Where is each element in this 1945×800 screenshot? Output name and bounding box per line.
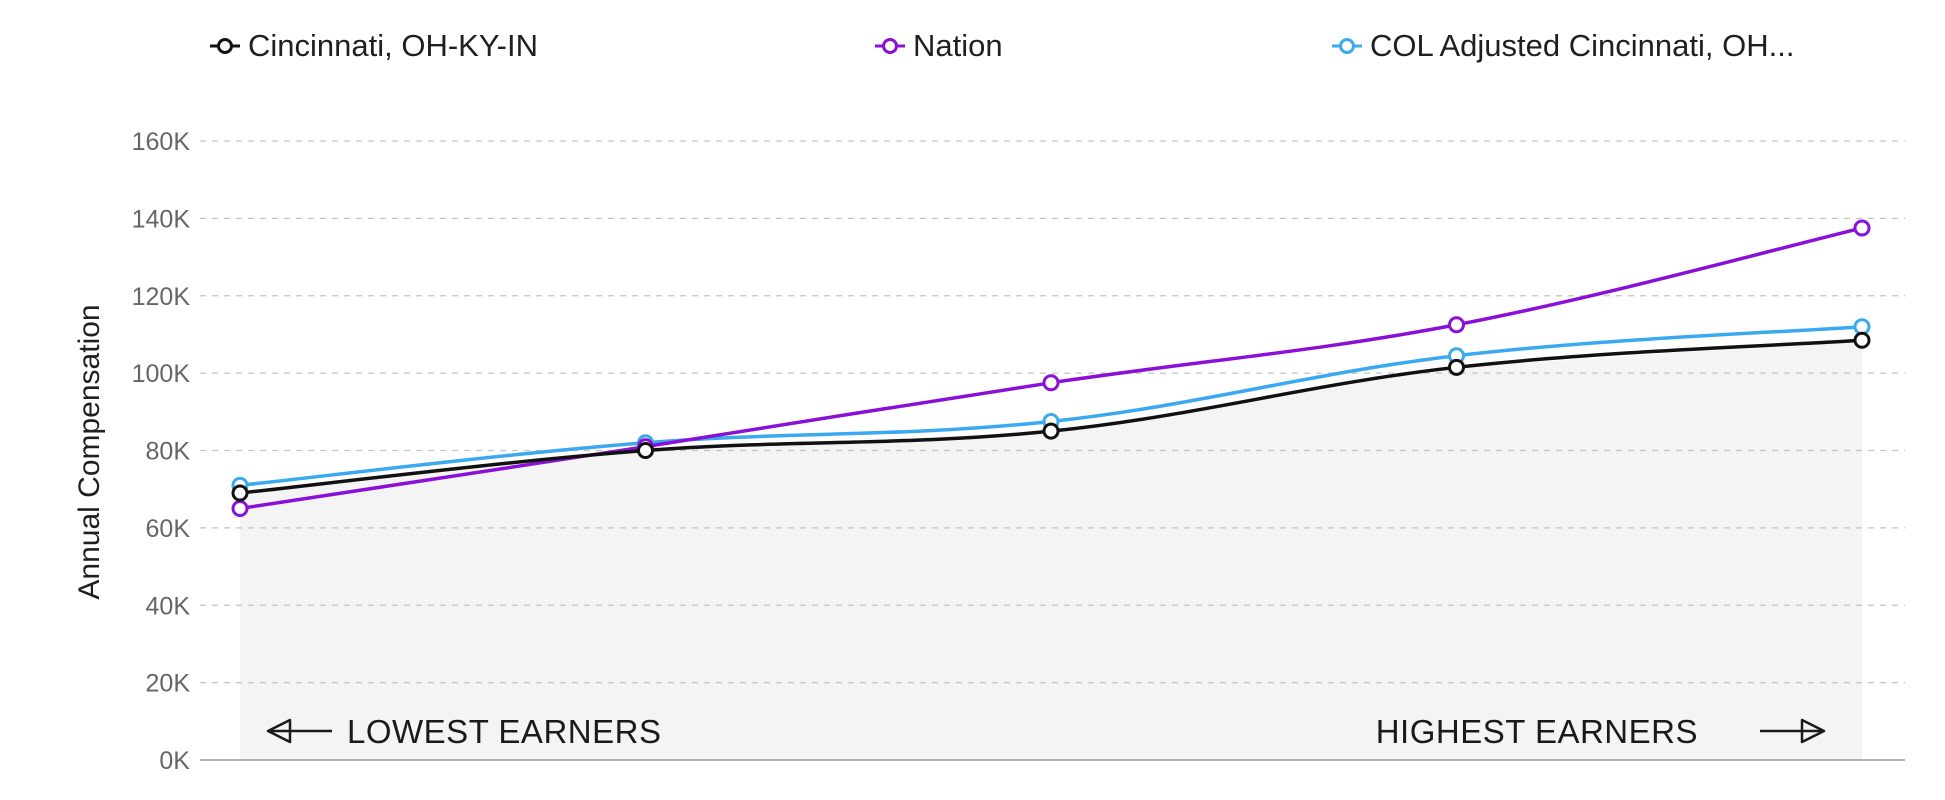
lowest-earners-label: LOWEST EARNERS xyxy=(347,713,661,750)
y-tick-label: 20K xyxy=(146,670,191,698)
lowest-earners-annotation: LOWEST EARNERS xyxy=(266,713,661,750)
y-tick-label: 40K xyxy=(146,592,191,620)
highest-earners-label: HIGHEST EARNERS xyxy=(1376,713,1698,750)
data-point xyxy=(1448,316,1465,334)
legend-item-nation[interactable]: Nation xyxy=(875,28,1003,64)
legend-label: Nation xyxy=(913,28,1003,63)
arrow-left-icon xyxy=(266,718,332,744)
y-tick-label: 0K xyxy=(159,747,190,775)
y-tick-label: 80K xyxy=(146,438,191,466)
data-point xyxy=(1853,318,1871,336)
legend-marker-icon xyxy=(210,38,240,54)
data-point xyxy=(1853,331,1871,349)
y-tick-label: 120K xyxy=(132,283,191,311)
grid-layer xyxy=(200,140,1905,761)
data-point xyxy=(1042,374,1060,392)
series-2 xyxy=(231,318,1871,494)
legend-label: COL Adjusted Cincinnati, OH... xyxy=(1370,28,1795,63)
highest-earners-annotation: HIGHEST EARNERS xyxy=(1376,713,1826,750)
series-0 xyxy=(231,331,1871,502)
legend-label: Cincinnati, OH-KY-IN xyxy=(248,28,539,63)
data-point xyxy=(231,484,249,502)
data-point xyxy=(1853,219,1871,237)
data-point xyxy=(231,500,249,518)
legend-marker-icon xyxy=(875,38,905,54)
data-point xyxy=(637,442,654,459)
series-layer xyxy=(231,219,1871,518)
legend-item-col-adjusted[interactable]: COL Adjusted Cincinnati, OH... xyxy=(1332,28,1794,64)
area-layer xyxy=(240,340,1862,760)
y-tick-label: 140K xyxy=(132,205,191,233)
data-point xyxy=(1042,422,1060,440)
y-tick-label: 60K xyxy=(146,515,191,543)
legend-marker-icon xyxy=(1332,38,1362,54)
y-tick-label: 160K xyxy=(132,128,191,156)
chart-legend: Cincinnati, OH-KY-IN Nation COL Adjusted… xyxy=(0,28,1945,76)
data-point xyxy=(1448,358,1465,376)
y-axis-ticks: 0K 20K 40K 60K 80K 100K 120K 140K 160K xyxy=(132,128,191,775)
legend-item-cincinnati[interactable]: Cincinnati, OH-KY-IN xyxy=(210,28,538,64)
area-fill xyxy=(240,340,1862,760)
y-tick-label: 100K xyxy=(132,360,191,388)
arrow-right-icon xyxy=(1760,718,1826,744)
y-axis-title: Annual Compensation xyxy=(73,304,106,599)
